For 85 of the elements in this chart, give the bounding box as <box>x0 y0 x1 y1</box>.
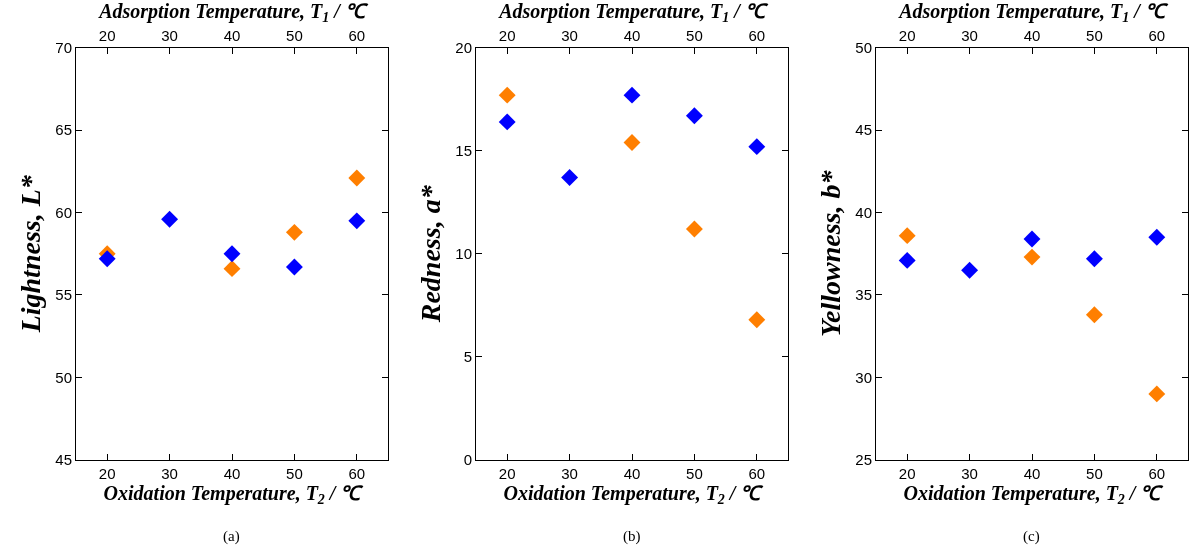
x2-tick-label: 30 <box>161 464 178 482</box>
text: (a) <box>223 528 240 545</box>
y-tick-label: 35 <box>855 286 872 304</box>
y-tick-label: 30 <box>855 368 872 386</box>
point <box>623 134 641 151</box>
x2-tick-label: 60 <box>748 464 766 482</box>
point <box>961 261 979 279</box>
x2-tick-label: 30 <box>961 464 978 482</box>
x-tick-label: 20 <box>498 26 516 44</box>
x-axis-title: Oxidation Temperature, T$_{2}$ / ℃ <box>903 481 1165 508</box>
point <box>748 138 766 156</box>
x-tick-label: 20 <box>898 26 916 44</box>
y-axis-title: Lightness, L* <box>15 174 47 334</box>
point <box>1023 248 1041 266</box>
y-tick-label: 15 <box>455 142 472 160</box>
point <box>161 210 179 228</box>
text: (c) <box>1023 528 1040 545</box>
x-tick-label: 30 <box>961 26 978 44</box>
point <box>98 250 116 268</box>
point <box>498 86 516 104</box>
point <box>223 245 241 263</box>
y-tick-label: 65 <box>55 121 72 139</box>
y-tick-label: 5 <box>463 348 472 366</box>
point <box>223 260 241 278</box>
x2-tick-label: 50 <box>1086 464 1103 482</box>
y-tick-label: 0 <box>463 451 472 469</box>
point <box>898 227 916 245</box>
x2-tick-label: 40 <box>1023 464 1041 482</box>
y-tick-label: 60 <box>55 203 72 221</box>
x-tick-label: 40 <box>1023 26 1041 44</box>
y-tick-label: 70 <box>55 38 72 56</box>
y-tick-label: 55 <box>55 286 72 304</box>
x2-tick-label: 30 <box>561 464 578 482</box>
x-tick-label: 20 <box>98 26 116 44</box>
x2-tick-label: 60 <box>348 464 366 482</box>
y-tick-label: 10 <box>455 245 472 263</box>
point <box>1023 230 1041 248</box>
y-axis-title: Yellowness, b* <box>815 169 847 338</box>
x-tick-label: 40 <box>223 26 241 44</box>
point <box>685 220 703 238</box>
x2-axis-title: Adsorption Temperature, T$_{1}$ / ℃ <box>97 0 369 26</box>
x2-tick-label: 40 <box>223 464 241 482</box>
point <box>348 169 366 187</box>
point <box>285 258 303 276</box>
x-tick-label: 30 <box>561 26 578 44</box>
y-tick-label: 50 <box>855 38 872 56</box>
x-tick-label: 50 <box>1086 26 1103 44</box>
point <box>561 169 579 186</box>
x2-tick-label: 50 <box>686 464 703 482</box>
y-axis-title: Redness, a* <box>415 184 447 324</box>
x2-axis-title: Adsorption Temperature, T$_{1}$ / ℃ <box>497 0 769 26</box>
point <box>898 251 916 269</box>
y-tick-label: 50 <box>55 368 72 386</box>
x2-tick-label: 40 <box>623 464 641 482</box>
point <box>348 212 366 230</box>
text: (b) <box>623 528 641 545</box>
x-tick-label: 50 <box>286 26 303 44</box>
x2-tick-label: 20 <box>498 464 516 482</box>
point <box>1085 306 1103 324</box>
point <box>1148 385 1166 403</box>
x2-tick-label: 60 <box>1148 464 1166 482</box>
y-tick-label: 45 <box>855 121 872 139</box>
y-tick-label: 45 <box>55 451 72 469</box>
point <box>623 86 641 104</box>
x-tick-label: 30 <box>161 26 178 44</box>
x2-axis-title: Adsorption Temperature, T$_{1}$ / ℃ <box>897 0 1169 26</box>
point <box>748 311 766 329</box>
x-axis-title: Oxidation Temperature, T$_{2}$ / ℃ <box>503 481 765 508</box>
point <box>285 223 303 241</box>
point <box>685 107 703 125</box>
x-tick-label: 50 <box>686 26 703 44</box>
y-tick-label: 40 <box>855 203 872 221</box>
x-tick-label: 60 <box>1148 26 1166 44</box>
x-axis-title: Oxidation Temperature, T$_{2}$ / ℃ <box>103 481 365 508</box>
x2-tick-label: 50 <box>286 464 303 482</box>
x-tick-label: 60 <box>348 26 366 44</box>
x2-tick-label: 20 <box>898 464 916 482</box>
point <box>1085 250 1103 268</box>
x-tick-label: 40 <box>623 26 641 44</box>
y-tick-label: 25 <box>855 451 872 469</box>
y-tick-label: 20 <box>455 38 472 56</box>
x2-tick-label: 20 <box>98 464 116 482</box>
point <box>498 113 516 131</box>
x-tick-label: 60 <box>748 26 766 44</box>
point <box>1148 228 1166 246</box>
